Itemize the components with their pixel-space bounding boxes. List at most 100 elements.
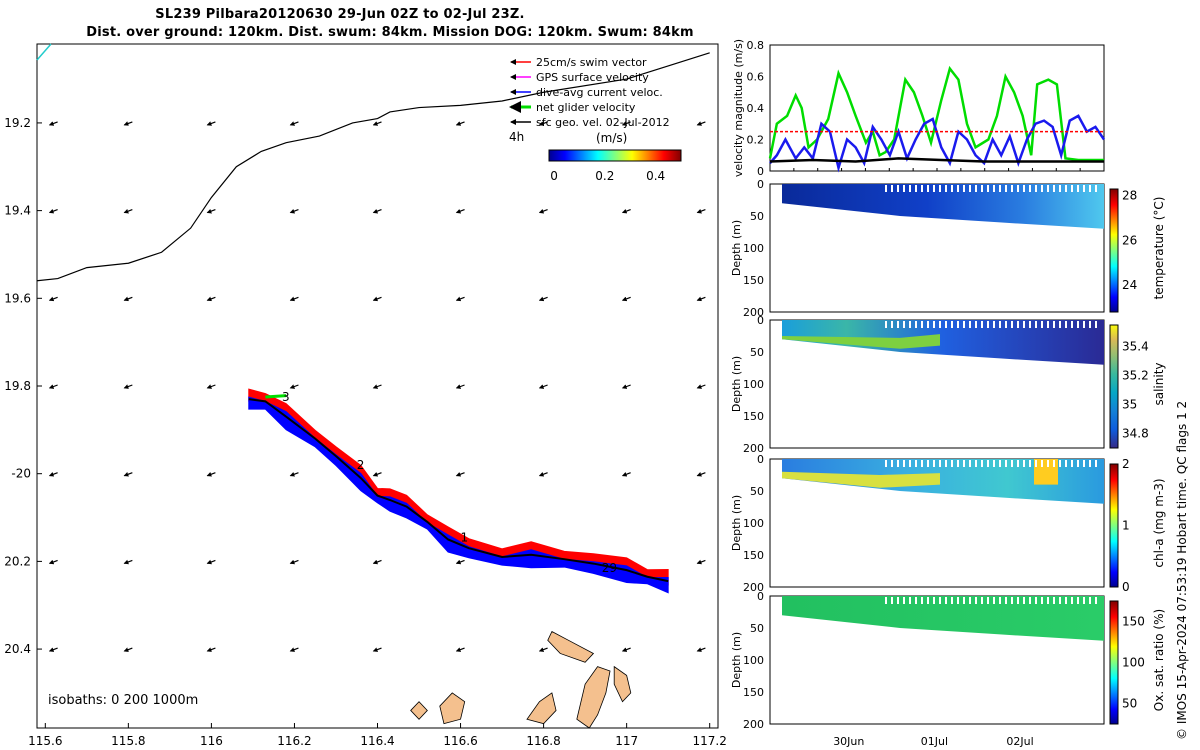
geo-velocity-arrow	[48, 121, 58, 126]
velocity-y-tick: 0.2	[747, 134, 765, 147]
date-tick-label: 01Jul	[921, 735, 948, 748]
geo-velocity-arrow	[48, 384, 58, 389]
salinity-panel: 0 50 100 150 200 Depth (m) 34.8 35 35.2 35.4salin…	[730, 314, 1166, 455]
date-tick-label: 02Jul	[1006, 735, 1033, 748]
map-y-tick-label: 19.8	[4, 379, 31, 393]
p-oxygen-y-tick: 200	[743, 718, 764, 731]
p-salinity-y-tick: 100	[743, 378, 764, 391]
p-oxygen-y-tick: 0	[757, 590, 764, 603]
geo-velocity-arrow	[123, 208, 133, 214]
p-salinity-colorbar	[1109, 324, 1119, 449]
p-oxygen-y-tick: 100	[743, 654, 764, 667]
p-oxygen-colorbar-tick: 100	[1122, 656, 1145, 670]
p-chl-a-clabel: chl-a (mg m-3)	[1152, 478, 1166, 567]
map-x-tick-label: 115.8	[111, 734, 145, 748]
geo-velocity-arrow	[123, 384, 133, 389]
p-oxygen-y-tick: 150	[743, 686, 764, 699]
geo-velocity-arrow	[289, 647, 299, 652]
map-y-tick-label: -20	[11, 467, 31, 481]
p-salinity-colorbar-tick: 34.8	[1122, 427, 1149, 441]
geo-velocity-arrow	[455, 559, 465, 565]
map-x-tick-label: 116.8	[526, 734, 560, 748]
p-salinity-y-tick: 50	[750, 346, 764, 359]
geo-velocity-arrow	[621, 472, 631, 477]
p-oxygen-ylabel: Depth (m)	[730, 632, 743, 688]
geo-velocity-arrow	[206, 472, 216, 477]
p-chl-a-y-tick: 200	[743, 581, 764, 594]
track-day-label: 1	[461, 530, 469, 544]
p-temperature-ylabel: Depth (m)	[730, 220, 743, 276]
island-0	[576, 666, 611, 729]
legend-label: GPS surface velocity	[536, 71, 649, 84]
isobaths-label: isobaths: 0 200 1000m	[48, 693, 198, 708]
oxygen-panel: 0 50 100 150 200 Depth (m) 50 100 150 Ox. sat. ra…	[730, 590, 1166, 748]
map-panel: 3 2 1 29 115.6 115.8 116 116.2 116.4 116.6 116.8 11…	[4, 43, 727, 748]
geo-velocity-arrow	[696, 208, 706, 214]
geo-velocity-arrow	[455, 121, 465, 126]
chla-max-layer	[782, 471, 940, 488]
geo-velocity-arrow	[455, 647, 465, 652]
island-2	[439, 692, 466, 725]
geo-velocity-arrow	[206, 296, 216, 302]
velocity-y-tick: 0.6	[747, 71, 765, 84]
title-line-1: SL239 Pilbara20120630 29-Jun 02Z to 02-J…	[155, 7, 525, 22]
legend-label: sfc geo. vel. 02-Jul-2012	[536, 116, 670, 129]
geo-velocity-arrow	[621, 384, 631, 389]
velocity-frame	[769, 44, 1105, 172]
map-y-tick-label: 20.4	[4, 642, 31, 656]
p-chl-a-y-tick: 100	[743, 517, 764, 530]
velocity-y-tick: 0.8	[747, 39, 765, 52]
p-chl-a-colorbar	[1109, 463, 1119, 588]
geo-velocity-arrow	[696, 296, 706, 302]
geo-velocity-arrow	[621, 208, 631, 214]
velocity-series-1	[769, 114, 1106, 173]
geo-velocity-arrow	[48, 559, 58, 565]
legend-label: dive-avg current veloc.	[536, 86, 663, 99]
date-tick-label: 30Jun	[833, 735, 864, 748]
p-temperature-colorbar	[1109, 188, 1119, 313]
geo-velocity-arrow	[538, 384, 548, 389]
geo-velocity-arrow	[206, 208, 216, 214]
track-day-label: 2	[357, 458, 365, 472]
geo-velocity-arrow	[206, 384, 216, 389]
colorbar-tick-label: 0.4	[646, 169, 665, 183]
p-temperature-colorbar-tick: 28	[1122, 189, 1137, 203]
map-x-tick-label: 117	[615, 734, 638, 748]
p-salinity-y-tick: 150	[743, 410, 764, 423]
isobath-line	[36, 52, 710, 282]
geo-velocity-arrow	[538, 121, 548, 126]
map-x-tick-label: 116	[200, 734, 223, 748]
geo-velocity-arrow	[372, 647, 382, 652]
geo-velocity-arrow	[621, 296, 631, 302]
map-y-tick-label: 19.4	[4, 204, 31, 218]
geo-velocity-arrow	[538, 208, 548, 214]
colorbar-tick-label: 0.2	[595, 169, 614, 183]
geo-velocity-arrow	[372, 472, 382, 477]
p-chl-a-y-tick: 0	[757, 453, 764, 466]
geo-velocity-arrow	[696, 121, 706, 126]
map-y-tick-label: 19.2	[4, 116, 31, 130]
p-chl-a-colorbar-tick: 1	[1122, 519, 1130, 533]
chla-panel: 0 50 100 150 200 Depth (m) 0 1 2 chl-a (mg m-3)	[730, 453, 1166, 594]
geo-velocity-arrow	[372, 296, 382, 302]
velocity-series-3	[769, 157, 1104, 163]
temperature-panel: 0 50 100 150 200 Depth (m) 24 26 28 temperature (…	[730, 178, 1166, 319]
geo-velocity-arrow	[123, 121, 133, 126]
geo-velocity-arrow	[455, 296, 465, 302]
p-salinity-y-tick: 200	[743, 442, 764, 455]
geo-velocity-arrow	[123, 296, 133, 302]
track-day-label: 29	[602, 561, 617, 575]
p-chl-a-y-tick: 150	[743, 549, 764, 562]
velocity-y-tick: 0.4	[747, 102, 765, 115]
legend-note: 4h	[509, 130, 524, 144]
p-salinity-clabel: salinity	[1152, 362, 1166, 405]
net-velocity-arrow	[265, 394, 287, 399]
geo-velocity-arrow	[372, 208, 382, 214]
p-salinity-colorbar-tick: 35.2	[1122, 369, 1149, 383]
map-colorbar	[548, 149, 682, 162]
geo-velocity-arrow	[48, 296, 58, 302]
legend-label: 25cm/s swim vector	[536, 56, 647, 69]
map-y-tick-label: 20.2	[4, 554, 31, 568]
geo-velocity-arrow	[455, 384, 465, 389]
